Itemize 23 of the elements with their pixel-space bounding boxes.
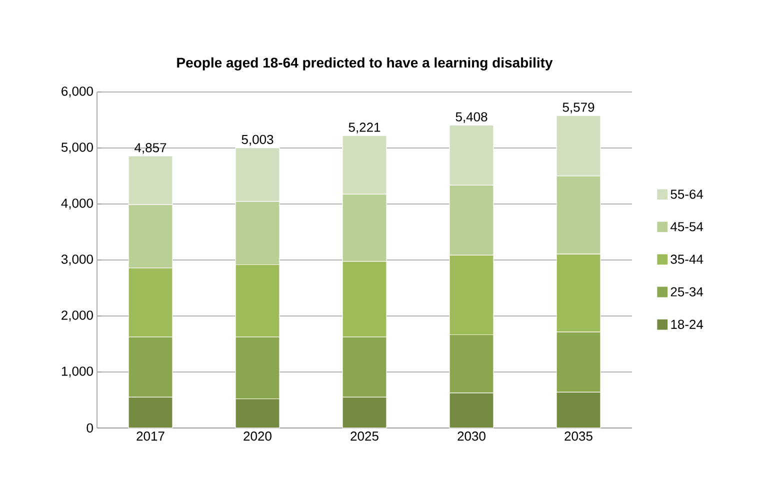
total-label: 5,408 xyxy=(456,112,488,123)
x-tick-label: 2025 xyxy=(350,432,378,441)
y-tick-label: 3,000 xyxy=(61,254,93,266)
legend-label: 25-34 xyxy=(670,287,704,296)
total-label: 5,221 xyxy=(348,122,380,134)
x-tick-label: 2020 xyxy=(244,432,272,441)
total-label: 5,003 xyxy=(242,134,274,146)
y-tick-label: 1,000 xyxy=(62,366,93,378)
y-tick-label: 5,000 xyxy=(61,142,93,154)
total-label: 4,857 xyxy=(134,143,166,154)
legend-label: 18-24 xyxy=(671,320,704,329)
legend-label: 35-44 xyxy=(670,254,704,264)
x-tick-label: 2030 xyxy=(458,432,486,441)
y-tick-label: 2,000 xyxy=(62,310,93,322)
x-tick-label: 2017 xyxy=(136,432,164,441)
y-tick-label: 0 xyxy=(86,423,93,433)
legend-label: 55-64 xyxy=(670,190,704,199)
y-tick-label: 6,000 xyxy=(62,86,93,98)
chart-title: People aged 18-64 predicted to have a learning disability xyxy=(177,57,553,70)
x-tick-label: 2035 xyxy=(564,432,592,441)
legend-label: 45-54 xyxy=(670,222,704,232)
total-label: 5,579 xyxy=(562,102,594,114)
y-tick-label: 4,000 xyxy=(61,198,93,210)
